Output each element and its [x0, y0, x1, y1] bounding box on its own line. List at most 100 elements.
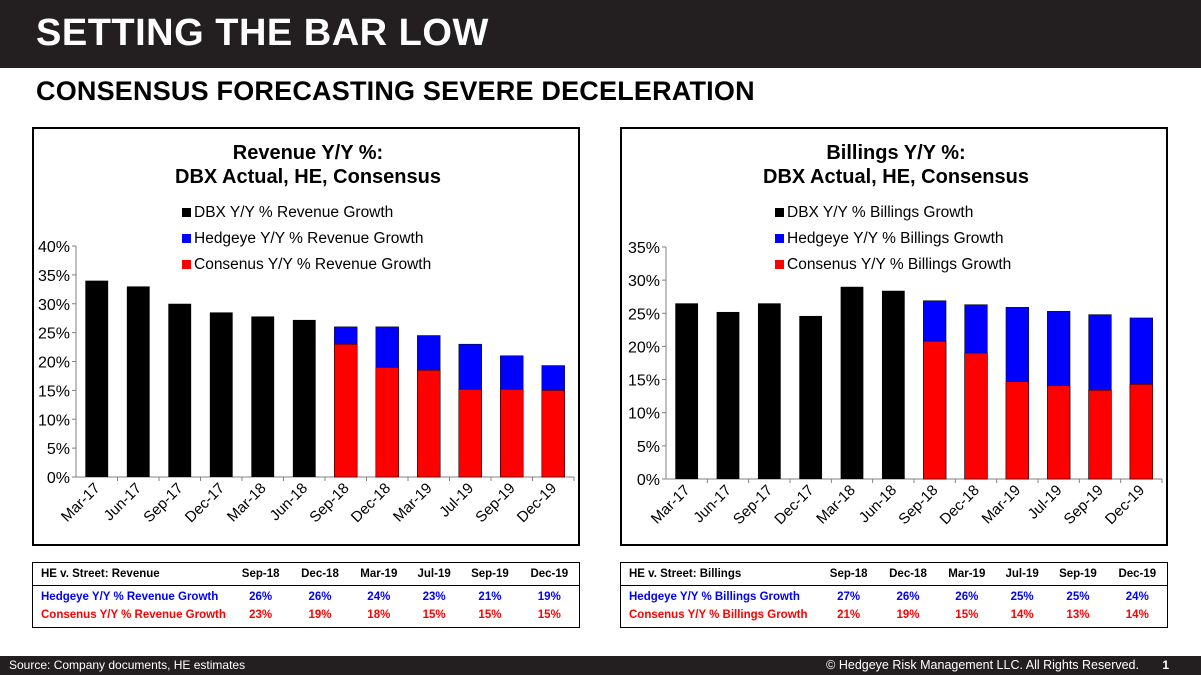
bar-consensus — [1047, 385, 1071, 480]
table-cell: 15% — [422, 609, 446, 621]
x-tick-label: Mar-18 — [224, 480, 270, 526]
x-tick-label: Sep-19 — [472, 480, 518, 526]
revenue-chart-svg: Revenue Y/Y %:DBX Actual, HE, Consensus D… — [38, 142, 575, 526]
source-note: Source: Company documents, HE estimates — [9, 658, 246, 672]
table-cell: 23% — [422, 591, 446, 603]
y-tick-label: 0% — [637, 472, 660, 489]
x-tick-label: Sep-18 — [895, 482, 941, 528]
y-tick-label: 0% — [47, 470, 70, 487]
x-tick-label: Jun-17 — [101, 480, 145, 524]
table-header-label: HE v. Street: Revenue — [33, 563, 231, 586]
bar-actual — [85, 280, 109, 477]
table-cell: 18% — [367, 609, 391, 621]
page-number: 1 — [1162, 658, 1169, 672]
y-tick-label: 10% — [38, 412, 70, 429]
y-tick-label: 40% — [38, 239, 70, 256]
y-tick-label: 15% — [628, 373, 660, 390]
bar-actual — [881, 290, 905, 479]
legend-swatch — [182, 260, 191, 269]
table-col-header: Sep-19 — [1048, 563, 1108, 586]
chart-title: Revenue Y/Y %: — [233, 142, 383, 164]
bar-actual — [799, 315, 823, 479]
revenue-chart: Revenue Y/Y %: DBX Actual, HE, Consensus D… — [32, 127, 580, 546]
legend-label: Hedgeye Y/Y % Billings Growth — [787, 230, 1004, 247]
legend-label: DBX Y/Y % Revenue Growth — [194, 204, 393, 221]
y-tick-label: 30% — [628, 273, 660, 290]
table-cell: 24% — [367, 591, 391, 603]
table-col-header: Sep-19 — [460, 563, 520, 586]
table-cell: 21% — [478, 591, 502, 603]
bar-consensus — [458, 388, 482, 478]
y-tick-label: 15% — [38, 383, 70, 400]
x-tick-label: Mar-19 — [390, 480, 436, 526]
bar-actual — [757, 303, 781, 479]
x-tick-label: Dec-18 — [937, 482, 983, 528]
chart-title: DBX Actual, HE, Consensus — [763, 166, 1029, 188]
table-cell: 19% — [537, 591, 561, 603]
table-col-header: Jul-19 — [407, 563, 461, 586]
bar-consensus — [923, 340, 947, 480]
legend-label: Consenus Y/Y % Billings Growth — [787, 256, 1011, 273]
table-cell: 15% — [478, 609, 502, 621]
legend-swatch — [182, 208, 191, 217]
table-cell: 14% — [1125, 609, 1149, 621]
bar-consensus — [375, 367, 399, 478]
title-bar: SETTING THE BAR LOW — [0, 0, 1201, 68]
bar-consensus — [1005, 381, 1029, 480]
table-cell: 25% — [1010, 591, 1034, 603]
x-tick-label: Jun-17 — [690, 482, 734, 526]
page-subtitle: CONSENSUS FORECASTING SEVERE DECELERATIO… — [36, 76, 755, 106]
y-tick-label: 20% — [38, 355, 70, 372]
table-cell: 19% — [896, 609, 920, 621]
table-col-header: Dec-19 — [519, 563, 579, 586]
table-col-header: Dec-18 — [878, 563, 938, 586]
row-label: Consenus Y/Y % Revenue Growth — [41, 609, 226, 621]
table-row-consensus: Consenus Y/Y % Billings Growth 21% 19% 1… — [621, 606, 1167, 624]
table-cell: 26% — [308, 591, 332, 603]
bar-consensus — [1088, 389, 1112, 480]
bar-actual — [209, 312, 233, 477]
billings-chart-svg: Billings Y/Y %:DBX Actual, HE, Consensus… — [628, 142, 1163, 528]
y-tick-label: 35% — [38, 268, 70, 285]
footer-bar: Source: Company documents, HE estimates … — [0, 656, 1201, 675]
bar-consensus — [1129, 383, 1153, 480]
x-tick-label: Dec-19 — [514, 480, 560, 526]
table-cell: 23% — [249, 609, 273, 621]
row-label: Consenus Y/Y % Billings Growth — [629, 609, 808, 621]
legend-swatch — [182, 234, 191, 243]
table-row-consensus: Consenus Y/Y % Revenue Growth 23% 19% 18… — [33, 606, 579, 624]
legend-swatch — [775, 234, 784, 243]
x-tick-label: Sep-17 — [140, 480, 186, 526]
legend-swatch — [775, 208, 784, 217]
table-cell: 26% — [249, 591, 273, 603]
table-cell: 13% — [1066, 609, 1090, 621]
bar-consensus — [964, 352, 988, 480]
table-col-header: Sep-18 — [819, 563, 879, 586]
table-header-row: HE v. Street: Revenue Sep-18 Dec-18 Mar-… — [33, 563, 579, 586]
table-col-header: Dec-18 — [290, 563, 350, 586]
x-tick-label: Mar-18 — [813, 482, 859, 528]
x-tick-label: Jun-18 — [267, 480, 311, 524]
x-tick-label: Jul-19 — [1025, 482, 1066, 523]
y-tick-label: 30% — [38, 297, 70, 314]
table-col-header: Jul-19 — [995, 563, 1049, 586]
table-header-label: HE v. Street: Billings — [621, 563, 819, 586]
revenue-comparison-table: HE v. Street: Revenue Sep-18 Dec-18 Mar-… — [32, 562, 580, 628]
table-cell: 19% — [308, 609, 332, 621]
x-tick-label: Dec-18 — [348, 480, 394, 526]
bar-actual — [292, 319, 316, 477]
table-cell: 24% — [1125, 591, 1149, 603]
y-tick-label: 20% — [628, 339, 660, 356]
y-tick-label: 5% — [47, 441, 70, 458]
table-col-header: Dec-19 — [1107, 563, 1167, 586]
chart-title: Billings Y/Y %: — [826, 142, 965, 164]
bar-consensus — [334, 343, 358, 478]
bar-consensus — [417, 369, 441, 478]
table-row-hedgeye: Hedgeye Y/Y % Revenue Growth 26% 26% 24%… — [33, 586, 579, 607]
x-tick-label: Sep-17 — [730, 482, 776, 528]
table-cell: 21% — [837, 609, 861, 621]
billings-comparison-table: HE v. Street: Billings Sep-18 Dec-18 Mar… — [620, 562, 1168, 628]
table-header-row: HE v. Street: Billings Sep-18 Dec-18 Mar… — [621, 563, 1167, 586]
table-col-header: Mar-19 — [349, 563, 408, 586]
legend-label: Consenus Y/Y % Revenue Growth — [194, 256, 431, 273]
